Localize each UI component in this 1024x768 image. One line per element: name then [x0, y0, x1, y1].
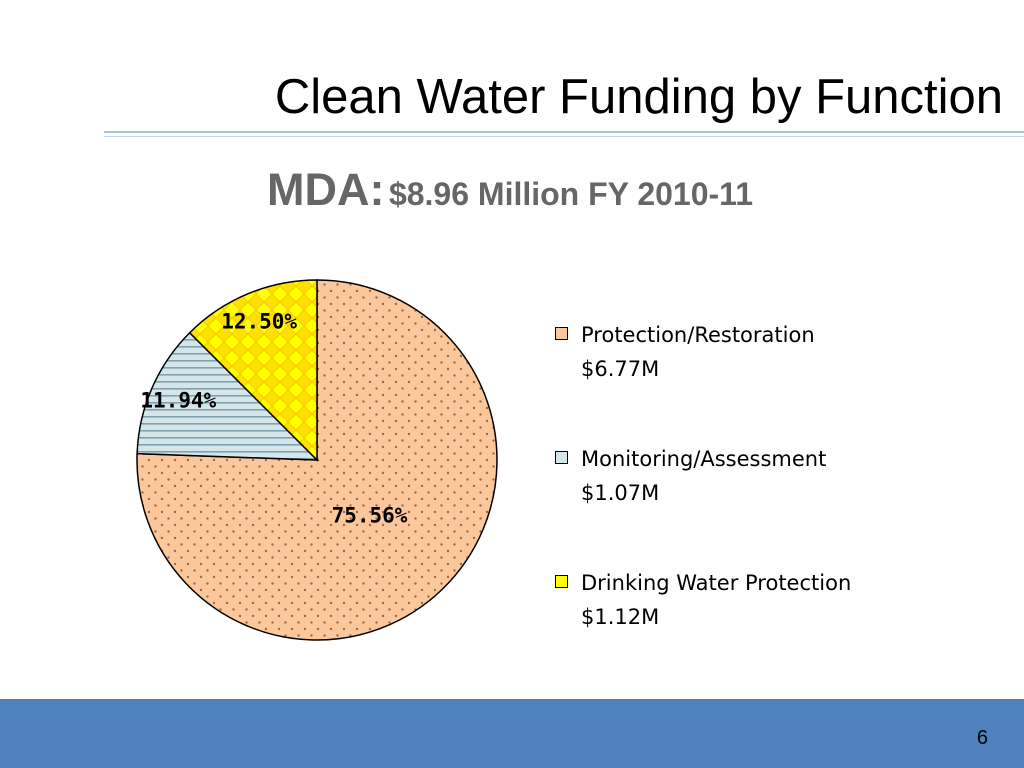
legend-swatch-monitoring-assessment — [555, 451, 568, 464]
legend-swatch-drinking-water-protection — [555, 575, 568, 588]
legend: Protection/Restoration $6.77M Monitoring… — [553, 318, 983, 690]
title-divider — [104, 131, 1024, 133]
chart-title: MDA: $8.96 Million FY 2010-11 — [0, 163, 1020, 228]
pie-slices — [136, 279, 498, 641]
title-divider-thin — [104, 136, 1024, 137]
chart-title-prefix: MDA: — [267, 164, 385, 215]
pie-slice-drinking-water-protection — [188, 279, 318, 462]
legend-amount: $1.07M — [581, 481, 660, 505]
pie-label-drinking-water-protection: 12.50% — [221, 309, 297, 333]
pie-labels: 75.56% 11.94% 12.50% — [140, 309, 407, 527]
slide-title: Clean Water Funding by Function — [274, 70, 1003, 124]
pie-label-protection-restoration: 75.56% — [332, 503, 408, 527]
legend-item-drinking-water-protection: Drinking Water Protection $1.12M — [553, 566, 983, 690]
legend-item-monitoring-assessment: Monitoring/Assessment $1.07M — [553, 442, 983, 566]
legend-item-protection-restoration: Protection/Restoration $6.77M — [553, 318, 983, 442]
pie-chart: 75.56% 11.94% 12.50% — [136, 279, 498, 641]
page-number: 6 — [976, 727, 988, 749]
footer-bar: 6 — [0, 699, 1024, 768]
pie-slice-protection-restoration — [136, 279, 498, 641]
legend-amount: $6.77M — [581, 357, 660, 381]
legend-amount: $1.12M — [581, 605, 660, 629]
legend-label: Protection/Restoration — [581, 323, 815, 347]
legend-label: Drinking Water Protection — [581, 571, 852, 595]
legend-label: Monitoring/Assessment — [581, 447, 827, 471]
legend-swatch-protection-restoration — [555, 327, 568, 340]
pie-label-monitoring-assessment: 11.94% — [140, 389, 216, 413]
pie-slice-monitoring-assessment — [136, 331, 319, 461]
chart-title-text: $8.96 Million FY 2010-11 — [388, 176, 753, 212]
